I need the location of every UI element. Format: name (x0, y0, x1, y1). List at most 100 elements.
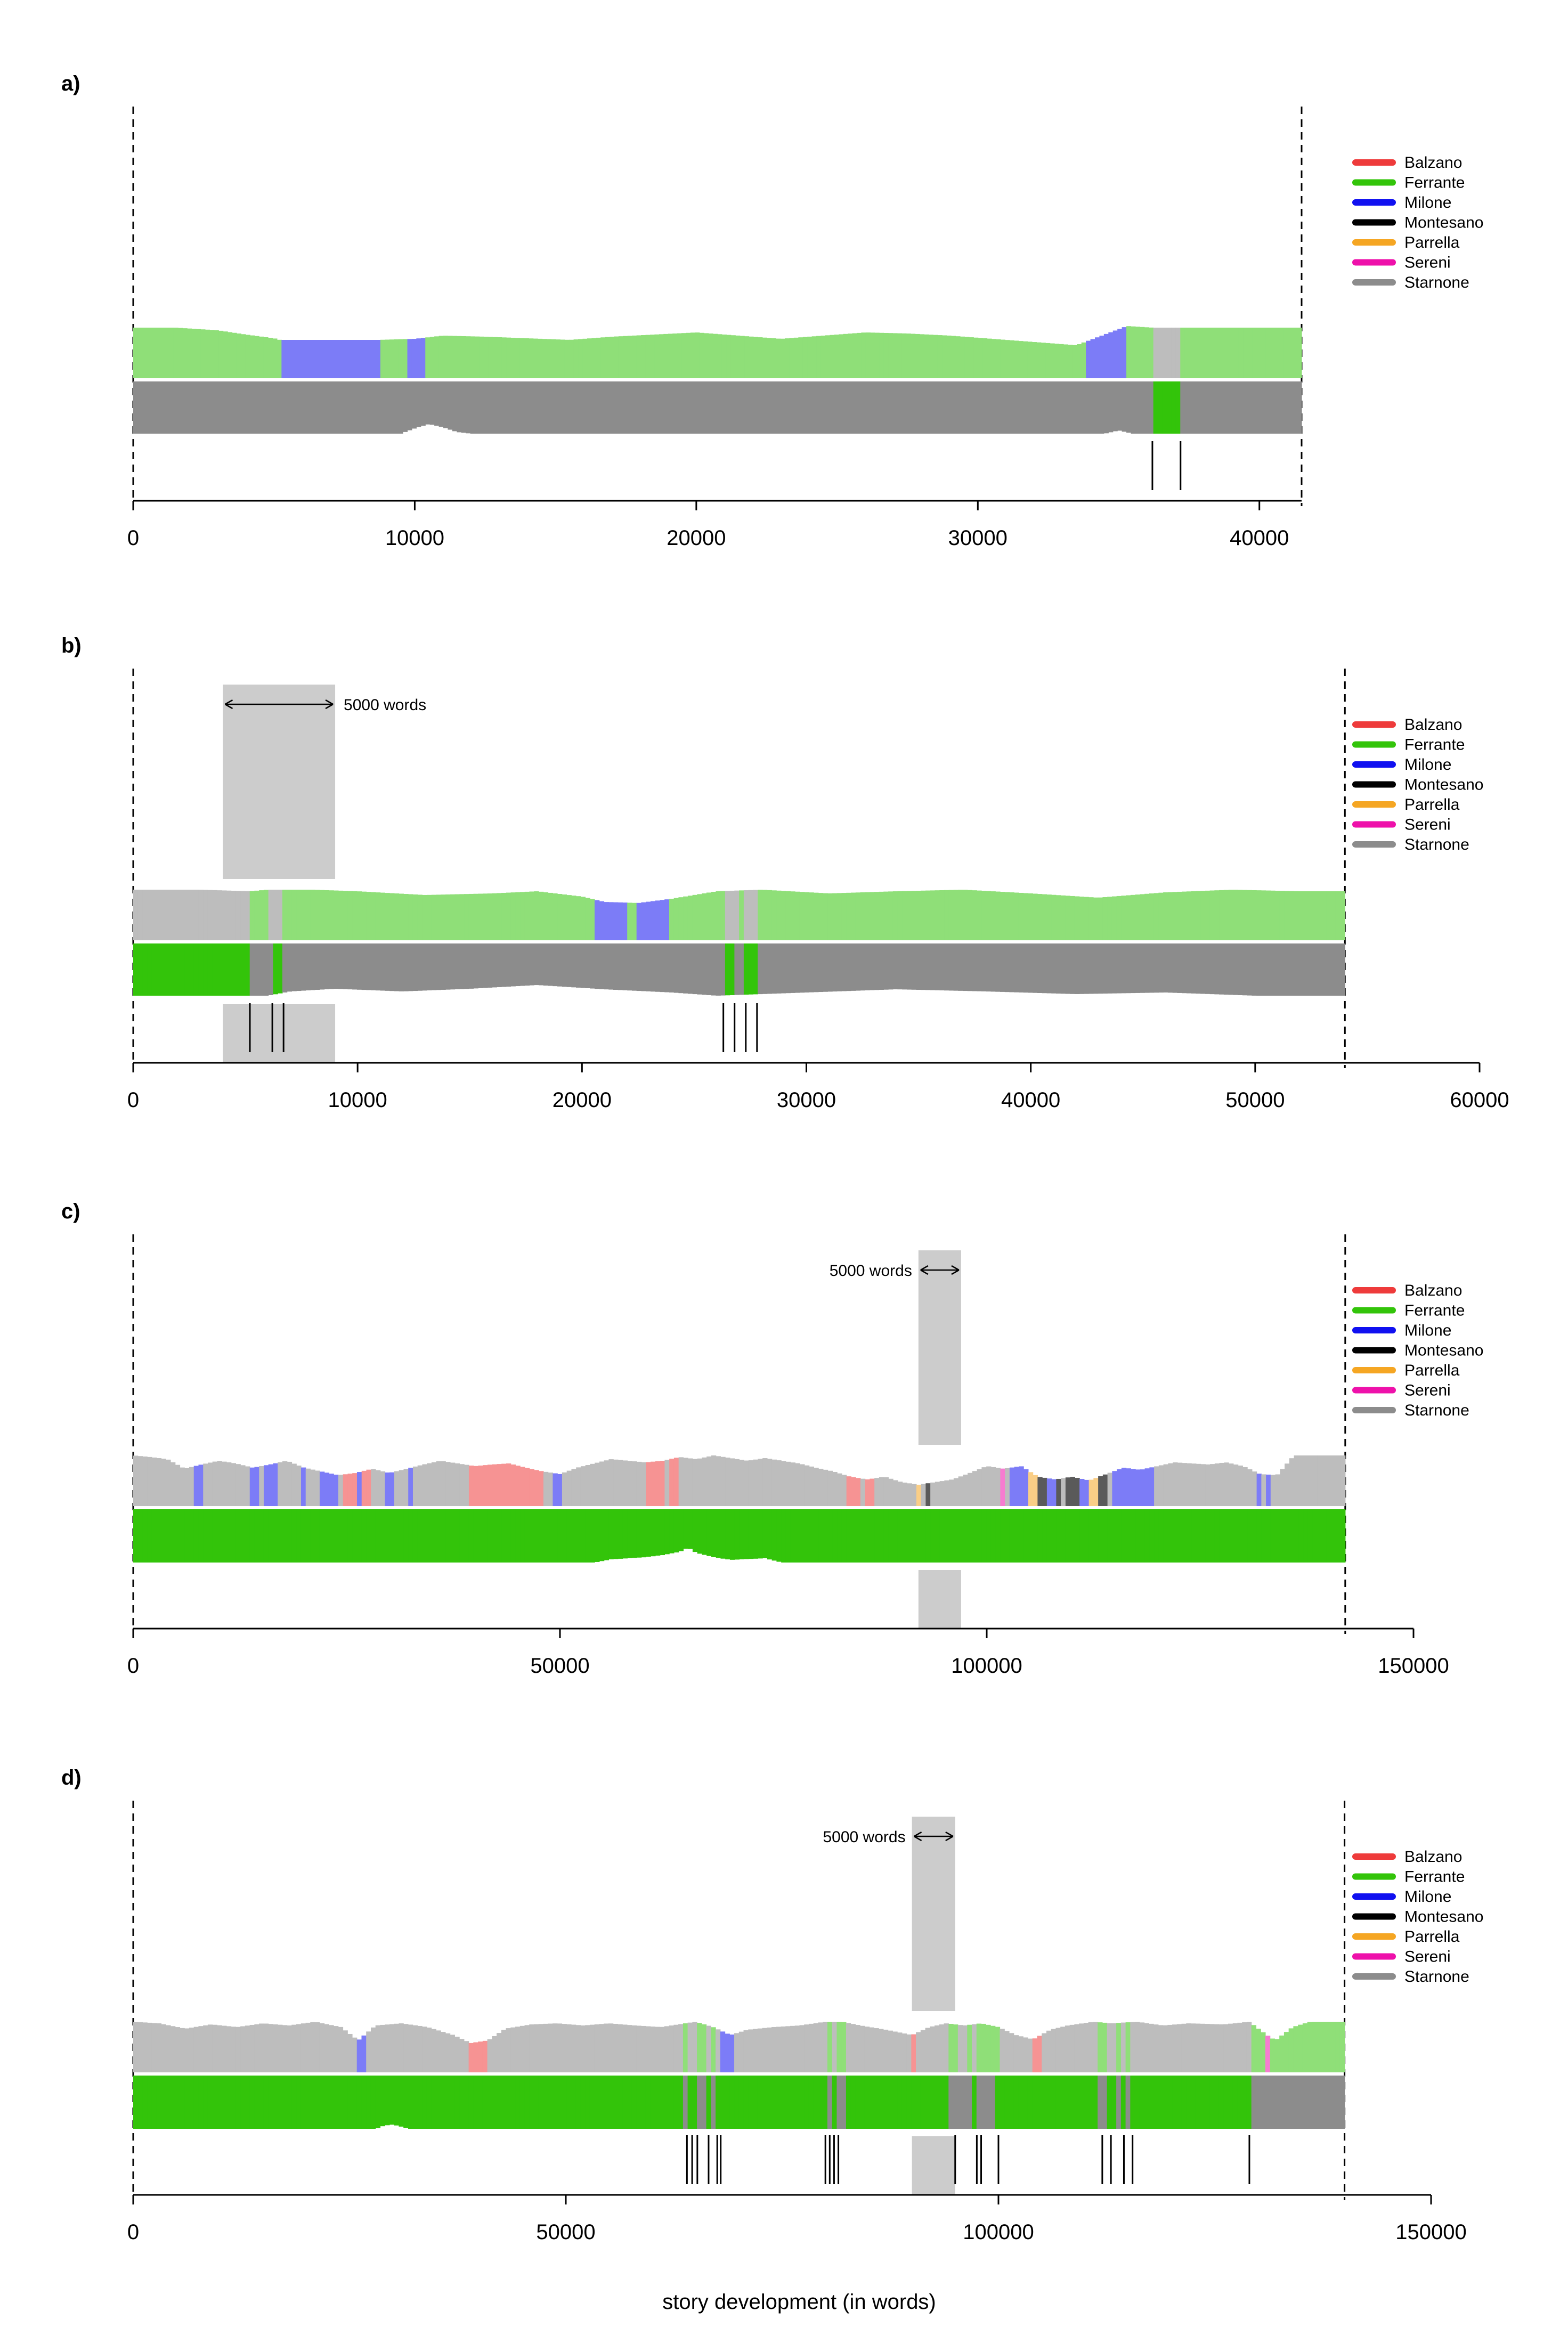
top-band-step (1153, 2024, 1159, 2072)
bottom-band-step (203, 1509, 208, 1563)
top-band-step (166, 2025, 171, 2072)
bottom-band-step (273, 1509, 278, 1563)
top-band-step (1270, 890, 1275, 940)
top-band-step (937, 335, 943, 378)
bottom-band-step (133, 1509, 139, 1563)
bottom-band-step (534, 1509, 539, 1563)
top-band-step (874, 892, 880, 940)
x-tick-label: 50000 (530, 1654, 589, 1678)
bottom-band-step (273, 943, 278, 995)
bottom-band-step (1084, 943, 1089, 994)
bottom-band-step (702, 943, 707, 995)
top-band-step (1121, 1468, 1127, 1506)
legend-label: Ferrante (1404, 736, 1465, 754)
top-band-step (240, 2026, 246, 2072)
top-band-step (1079, 897, 1085, 940)
bottom-band-step (720, 2076, 726, 2129)
bottom-band-step (488, 381, 493, 434)
bottom-band-step (725, 2076, 730, 2129)
top-band-step (622, 1460, 628, 1506)
bottom-band-step (193, 943, 199, 996)
top-band-step (352, 2037, 358, 2072)
bottom-band-step (683, 1509, 688, 1549)
top-band-step (334, 890, 339, 940)
top-band-step (241, 334, 246, 378)
top-band-step (1126, 1468, 1131, 1506)
bottom-band-step (1107, 943, 1112, 994)
bottom-band-step (352, 943, 358, 990)
bottom-band-step (713, 381, 718, 434)
legend-label: Milone (1404, 1322, 1451, 1339)
top-band-step (343, 2030, 348, 2072)
bottom-band-step (287, 943, 293, 992)
bottom-band-step (655, 943, 661, 992)
top-band-step (1084, 897, 1089, 940)
top-band-step (823, 1469, 828, 1506)
top-band-step (356, 891, 362, 940)
top-band-step (879, 891, 884, 940)
top-band-step (1162, 328, 1167, 378)
bottom-band-step (254, 1509, 259, 1563)
bottom-band-step (1144, 943, 1150, 993)
top-band-step (133, 1455, 139, 1506)
top-band-step (548, 1472, 554, 1506)
bottom-band-step (585, 2076, 590, 2129)
bottom-band-step (1242, 1509, 1248, 1563)
top-band-step (851, 1477, 856, 1506)
top-band-step (663, 333, 669, 378)
legend-label: Starnone (1404, 836, 1469, 853)
top-band-step (245, 891, 250, 940)
top-band-step (664, 899, 670, 940)
bottom-band-step (856, 381, 862, 434)
bottom-band-step (385, 2076, 390, 2126)
top-band-step (1243, 328, 1248, 378)
top-band-step (888, 1478, 893, 1506)
bottom-band-step (687, 2076, 693, 2129)
top-band-step (1065, 896, 1070, 940)
top-band-step (1186, 2023, 1191, 2072)
top-band-step (669, 2025, 674, 2072)
bottom-band-step (534, 943, 539, 986)
top-band-step (189, 890, 194, 940)
top-band-step (394, 893, 400, 940)
bottom-band-step (1014, 943, 1019, 992)
top-band-step (1182, 1463, 1187, 1506)
bottom-band-step (1126, 943, 1131, 994)
bottom-band-step (901, 381, 907, 434)
bottom-band-step (170, 2076, 176, 2129)
bottom-band-step (1112, 381, 1118, 432)
bottom-band-step (641, 381, 646, 434)
top-band-step (361, 891, 367, 940)
top-band-step (510, 892, 516, 940)
bottom-band-step (1303, 943, 1308, 996)
bottom-band-step (497, 1509, 502, 1563)
bottom-band-step (324, 943, 329, 989)
top-band-step (339, 340, 345, 378)
bottom-band-step (315, 943, 320, 990)
bottom-band-step (920, 381, 925, 434)
bottom-band-step (1187, 1509, 1192, 1563)
top-band-step (1246, 2022, 1252, 2072)
top-band-step (184, 2028, 190, 2072)
top-band-step (300, 890, 306, 940)
bottom-band-step (1184, 381, 1190, 434)
bottom-band-step (650, 943, 656, 992)
top-band-step (604, 2023, 609, 2072)
bottom-band-step (585, 1509, 591, 1563)
bottom-band-step (973, 381, 979, 434)
top-band-step (711, 1455, 717, 1506)
bottom-band-step (780, 381, 785, 434)
top-band-step (982, 338, 988, 378)
bottom-band-step (1051, 943, 1057, 994)
top-band-step (1093, 1478, 1099, 1506)
top-band-step (338, 890, 344, 940)
top-band-step (690, 332, 695, 378)
top-band-step (816, 336, 822, 378)
top-band-step (506, 892, 511, 940)
top-band-step (1042, 1477, 1047, 1506)
top-band-step (590, 899, 595, 940)
bottom-band-step (618, 2076, 623, 2129)
bottom-band-step (743, 2076, 749, 2129)
bottom-band-step (1307, 1509, 1313, 1563)
top-band-step (464, 2041, 469, 2072)
